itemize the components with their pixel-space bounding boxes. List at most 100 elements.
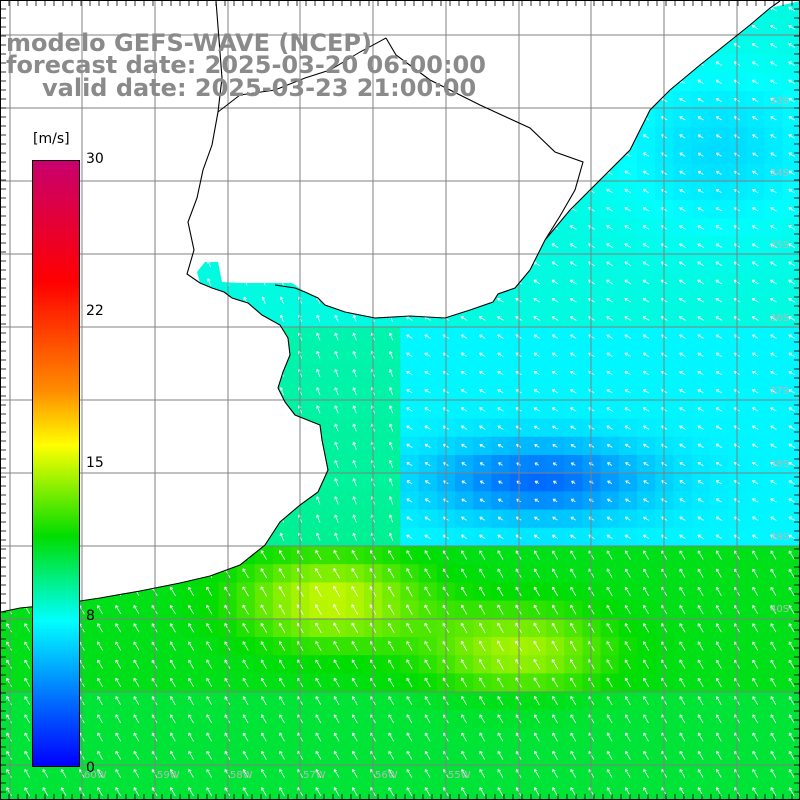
lat-label-39s: 39S (770, 532, 790, 543)
wind-arrow (261, 423, 266, 432)
wind-cell (527, 182, 547, 201)
wind-cell (782, 637, 800, 656)
wind-cell (546, 782, 565, 800)
wind-arrow (261, 5, 266, 13)
wind-cell (127, 364, 147, 383)
wind-cell (254, 782, 274, 800)
wind-arrow (406, 207, 413, 212)
wind-arrow (334, 278, 339, 286)
wind-cell (200, 182, 219, 201)
wind-arrow (460, 225, 468, 230)
wind-cell (491, 18, 511, 37)
colorbar-tick-22: 22 (86, 303, 104, 319)
wind-arrow (334, 187, 339, 195)
wind-arrow (460, 279, 468, 285)
lon-label-59w: 59W (157, 770, 180, 781)
wind-arrow (261, 241, 266, 250)
wind-arrow (406, 134, 413, 139)
wind-cell (163, 418, 183, 438)
wind-cell (309, 109, 329, 128)
wind-cell (163, 491, 183, 511)
wind-cell (782, 345, 800, 365)
wind-cell (400, 218, 420, 238)
wind-arrow (424, 25, 432, 30)
wind-arrow (243, 241, 248, 250)
wind-arrow (642, 97, 650, 103)
wind-cell (127, 273, 147, 292)
wind-cell (182, 163, 201, 183)
wind-cell (163, 455, 183, 474)
wind-cell (273, 182, 292, 201)
wind-cell (1, 400, 19, 420)
wind-cell (455, 18, 474, 37)
wind-arrow (134, 496, 139, 505)
wind-arrow (316, 114, 321, 122)
wind-cell (309, 254, 329, 274)
wind-arrow (116, 5, 121, 13)
wind-arrow (97, 223, 102, 232)
wind-cell (309, 182, 329, 201)
wind-arrow (606, 25, 614, 30)
wind-arrow (424, 152, 432, 157)
wind-cell (200, 127, 219, 147)
wind-cell (400, 182, 420, 201)
wind-cell (400, 145, 420, 165)
wind-arrow (24, 514, 30, 523)
wind-cell (618, 36, 638, 56)
wind-arrow (152, 459, 157, 469)
colorbar-tick-15: 15 (86, 455, 104, 471)
wind-cell (236, 236, 256, 256)
wind-arrow (424, 261, 432, 267)
wind-arrow (115, 514, 121, 523)
wind-arrow (243, 223, 248, 232)
wind-cell (382, 1, 401, 19)
wind-arrow (460, 188, 468, 194)
wind-cell (109, 218, 128, 238)
wind-arrow (569, 61, 577, 66)
wind-cell (637, 18, 656, 37)
wind-arrow (533, 43, 541, 48)
wind-cell (527, 782, 547, 800)
wind-arrow (261, 223, 266, 232)
wind-cell (400, 291, 420, 310)
wind-arrow (97, 405, 102, 414)
wind-cell (163, 436, 183, 456)
wind-arrow (406, 279, 413, 285)
wind-cell (163, 782, 183, 800)
wind-cell (418, 273, 438, 292)
wind-cell (327, 236, 347, 256)
wind-cell (254, 400, 274, 420)
wind-cell (273, 436, 292, 456)
wind-cell (455, 145, 474, 165)
wind-arrow (261, 169, 266, 177)
wind-arrow (406, 43, 413, 48)
wind-arrow (24, 350, 30, 359)
wind-cell (491, 36, 511, 56)
wind-arrow (478, 43, 486, 48)
wind-cell (382, 273, 401, 292)
wind-cell (382, 200, 401, 219)
wind-arrow (606, 134, 613, 139)
wind-arrow (242, 550, 249, 560)
wind-arrow (261, 132, 266, 141)
wind-cell (109, 327, 128, 347)
wind-cell (200, 163, 219, 183)
wind-cell (236, 145, 256, 165)
wind-arrow (206, 441, 212, 450)
wind-cell (546, 18, 565, 37)
wind-cell (327, 109, 347, 128)
wind-cell (200, 382, 219, 401)
wind-cell (564, 782, 583, 800)
wind-arrow (715, 6, 723, 12)
lat-label-34s: 34S (770, 168, 790, 179)
wind-cell (273, 127, 292, 147)
wind-cell (291, 473, 310, 492)
wind-cell (637, 1, 656, 19)
wind-arrow (6, 568, 12, 578)
wind-cell (200, 345, 219, 365)
wind-cell (236, 345, 256, 365)
wind-arrow (624, 134, 632, 139)
wind-cell (273, 109, 292, 128)
wind-cell (127, 309, 147, 329)
wind-cell (582, 163, 602, 183)
